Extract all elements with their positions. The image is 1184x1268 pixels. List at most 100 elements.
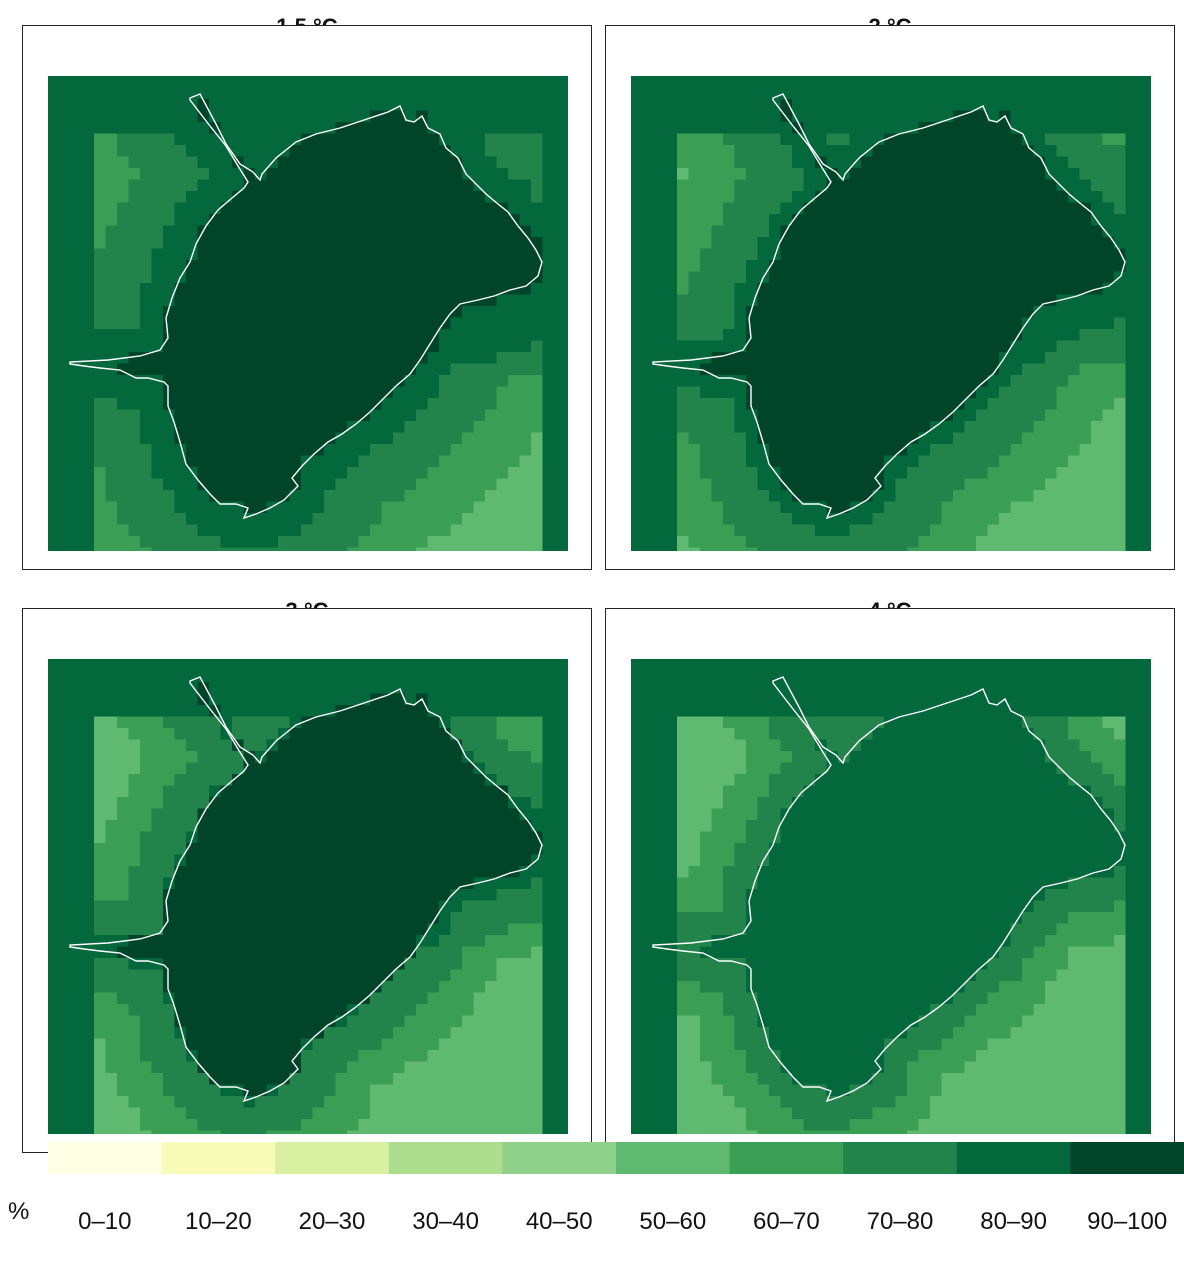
raster-cell <box>209 524 222 537</box>
raster-cell <box>186 191 199 204</box>
raster-cell <box>554 352 567 365</box>
raster-cell <box>723 467 736 480</box>
raster-cell <box>105 398 118 411</box>
raster-cell <box>209 260 222 273</box>
raster-cell <box>688 179 701 192</box>
raster-cell <box>232 693 245 706</box>
raster-cell <box>1045 271 1058 284</box>
raster-cell <box>803 329 816 342</box>
raster-cell <box>861 398 874 411</box>
raster-cell <box>1010 455 1023 468</box>
raster-cell <box>105 294 118 307</box>
raster-cell <box>941 99 954 112</box>
raster-cell <box>186 421 199 434</box>
raster-cell <box>642 536 655 549</box>
raster-cell <box>941 214 954 227</box>
raster-cell <box>542 421 555 434</box>
raster-cell <box>631 87 644 100</box>
raster-cell <box>838 547 851 551</box>
raster-cell <box>255 912 268 925</box>
raster-cell <box>266 248 279 261</box>
raster-cell <box>416 179 429 192</box>
raster-cell <box>312 340 325 353</box>
raster-cell <box>404 739 417 752</box>
raster-cell <box>473 831 486 844</box>
raster-cell <box>723 375 736 388</box>
raster-cell <box>186 340 199 353</box>
raster-cell <box>1114 478 1127 491</box>
raster-cell <box>393 866 406 879</box>
raster-cell <box>324 524 337 537</box>
raster-cell <box>82 808 95 821</box>
raster-cell <box>358 843 371 856</box>
raster-cell <box>803 421 816 434</box>
raster-cell <box>71 248 84 261</box>
raster-cell <box>700 271 713 284</box>
raster-cell <box>266 179 279 192</box>
raster-cell <box>255 455 268 468</box>
raster-cell <box>757 375 770 388</box>
raster-cell <box>450 797 463 810</box>
raster-cell <box>941 271 954 284</box>
raster-cell <box>941 260 954 273</box>
raster-cell <box>163 363 176 376</box>
raster-cell <box>278 271 291 284</box>
raster-cell <box>232 455 245 468</box>
raster-cell <box>1148 283 1151 296</box>
raster-cell <box>312 866 325 879</box>
raster-cell <box>941 248 954 261</box>
raster-cell <box>953 168 966 181</box>
raster-cell <box>872 145 885 158</box>
raster-cell <box>473 179 486 192</box>
raster-cell <box>1010 87 1023 100</box>
raster-cell <box>289 900 302 913</box>
raster-cell <box>711 76 724 89</box>
raster-cell <box>197 831 210 844</box>
raster-cell <box>128 248 141 261</box>
raster-cell <box>519 248 532 261</box>
raster-cell <box>462 854 475 867</box>
raster-cell <box>895 524 908 537</box>
raster-cell <box>301 317 314 330</box>
raster-cell <box>508 444 521 457</box>
raster-cell <box>473 467 486 480</box>
raster-cell <box>59 820 72 833</box>
raster-cell <box>243 536 256 549</box>
raster-cell <box>531 536 544 549</box>
raster-cell <box>381 866 394 879</box>
raster-cell <box>140 87 153 100</box>
raster-cell <box>642 202 655 215</box>
raster-cell <box>861 536 874 549</box>
raster-cell <box>654 513 667 526</box>
raster-cell <box>393 693 406 706</box>
raster-cell <box>151 900 164 913</box>
raster-cell <box>462 133 475 146</box>
raster-cell <box>48 536 61 549</box>
raster-cell <box>151 478 164 491</box>
raster-cell <box>255 76 268 89</box>
raster-cell <box>48 490 61 503</box>
raster-cell <box>473 409 486 422</box>
raster-cell <box>688 501 701 514</box>
raster-cell <box>94 820 107 833</box>
raster-cell <box>1033 317 1046 330</box>
raster-cell <box>496 478 509 491</box>
raster-cell <box>849 260 862 273</box>
raster-cell <box>427 145 440 158</box>
raster-cell <box>496 536 509 549</box>
raster-cell <box>289 716 302 729</box>
raster-cell <box>209 547 222 551</box>
raster-cell <box>999 524 1012 537</box>
raster-cell <box>335 133 348 146</box>
raster-cell <box>734 237 747 250</box>
raster-cell <box>324 145 337 158</box>
raster-cell <box>358 659 371 672</box>
raster-cell <box>473 843 486 856</box>
raster-cell <box>255 421 268 434</box>
raster-cell <box>1010 317 1023 330</box>
raster-cell <box>1148 214 1151 227</box>
raster-cell <box>565 501 568 514</box>
raster-cell <box>1010 386 1023 399</box>
raster-cell <box>941 501 954 514</box>
raster-cell <box>1068 110 1081 123</box>
